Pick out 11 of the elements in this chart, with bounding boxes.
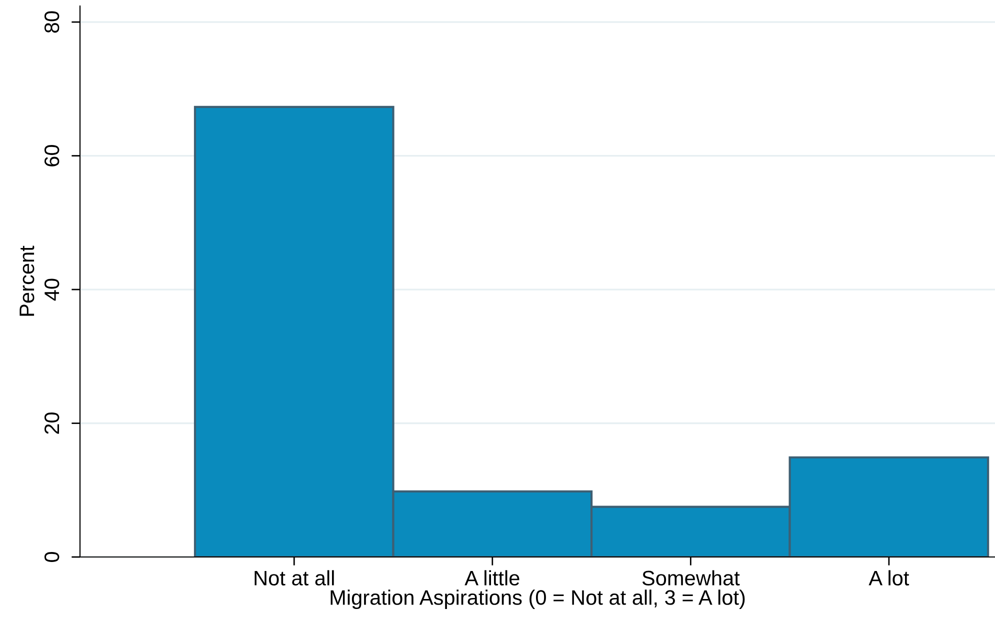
x-tick-label: A lot — [868, 570, 910, 586]
y-tick-label: 80 — [44, 11, 60, 33]
y-tick-label: 0 — [44, 552, 60, 562]
y-axis-title: Percent — [20, 246, 34, 316]
y-tick-label: 20 — [44, 412, 60, 434]
x-tick-label: Somewhat — [642, 570, 740, 586]
y-tick-label: 60 — [44, 145, 60, 166]
x-axis-title: Migration Aspirations (0 = Not at all, 3 = A lot) — [330, 590, 745, 610]
x-tick-label: A little — [464, 570, 520, 586]
x-tick-label: Not at all — [254, 570, 334, 586]
y-tick-label: 40 — [44, 278, 60, 301]
